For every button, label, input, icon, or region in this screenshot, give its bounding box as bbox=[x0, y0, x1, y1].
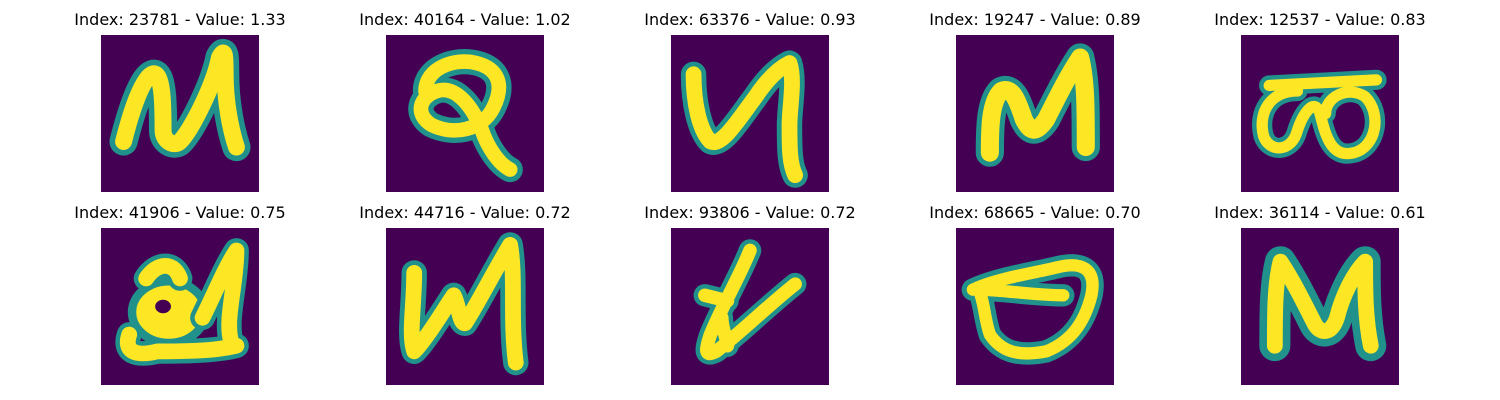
digit-image bbox=[101, 228, 259, 385]
panel-title: Index: 63376 - Value: 0.93 bbox=[644, 10, 856, 29]
digit-image bbox=[1241, 228, 1399, 385]
digit-image bbox=[956, 228, 1114, 385]
digit-image bbox=[386, 228, 544, 385]
panel-title: Index: 19247 - Value: 0.89 bbox=[929, 10, 1141, 29]
panel-6: Index: 41906 - Value: 0.75 bbox=[50, 203, 310, 393]
panel-title: Index: 44716 - Value: 0.72 bbox=[359, 203, 571, 222]
panel-10: Index: 36114 - Value: 0.61 bbox=[1190, 203, 1450, 393]
panel-1: Index: 23781 - Value: 1.33 bbox=[50, 10, 310, 200]
panel-title: Index: 41906 - Value: 0.75 bbox=[74, 203, 286, 222]
digit-image bbox=[101, 35, 259, 192]
panel-7: Index: 44716 - Value: 0.72 bbox=[335, 203, 595, 393]
digit-image bbox=[1241, 35, 1399, 192]
panel-title: Index: 12537 - Value: 0.83 bbox=[1214, 10, 1426, 29]
panel-title: Index: 36114 - Value: 0.61 bbox=[1214, 203, 1426, 222]
panel-8: Index: 93806 - Value: 0.72 bbox=[620, 203, 880, 393]
digit-image bbox=[671, 35, 829, 192]
panel-3: Index: 63376 - Value: 0.93 bbox=[620, 10, 880, 200]
panel-title: Index: 93806 - Value: 0.72 bbox=[644, 203, 856, 222]
panel-9: Index: 68665 - Value: 0.70 bbox=[905, 203, 1165, 393]
panel-title: Index: 23781 - Value: 1.33 bbox=[74, 10, 286, 29]
panel-title: Index: 68665 - Value: 0.70 bbox=[929, 203, 1141, 222]
panel-title: Index: 40164 - Value: 1.02 bbox=[359, 10, 571, 29]
panel-2: Index: 40164 - Value: 1.02 bbox=[335, 10, 595, 200]
digit-image bbox=[956, 35, 1114, 192]
digit-image bbox=[386, 35, 544, 192]
digit-image bbox=[671, 228, 829, 385]
panel-5: Index: 12537 - Value: 0.83 bbox=[1190, 10, 1450, 200]
panel-4: Index: 19247 - Value: 0.89 bbox=[905, 10, 1165, 200]
